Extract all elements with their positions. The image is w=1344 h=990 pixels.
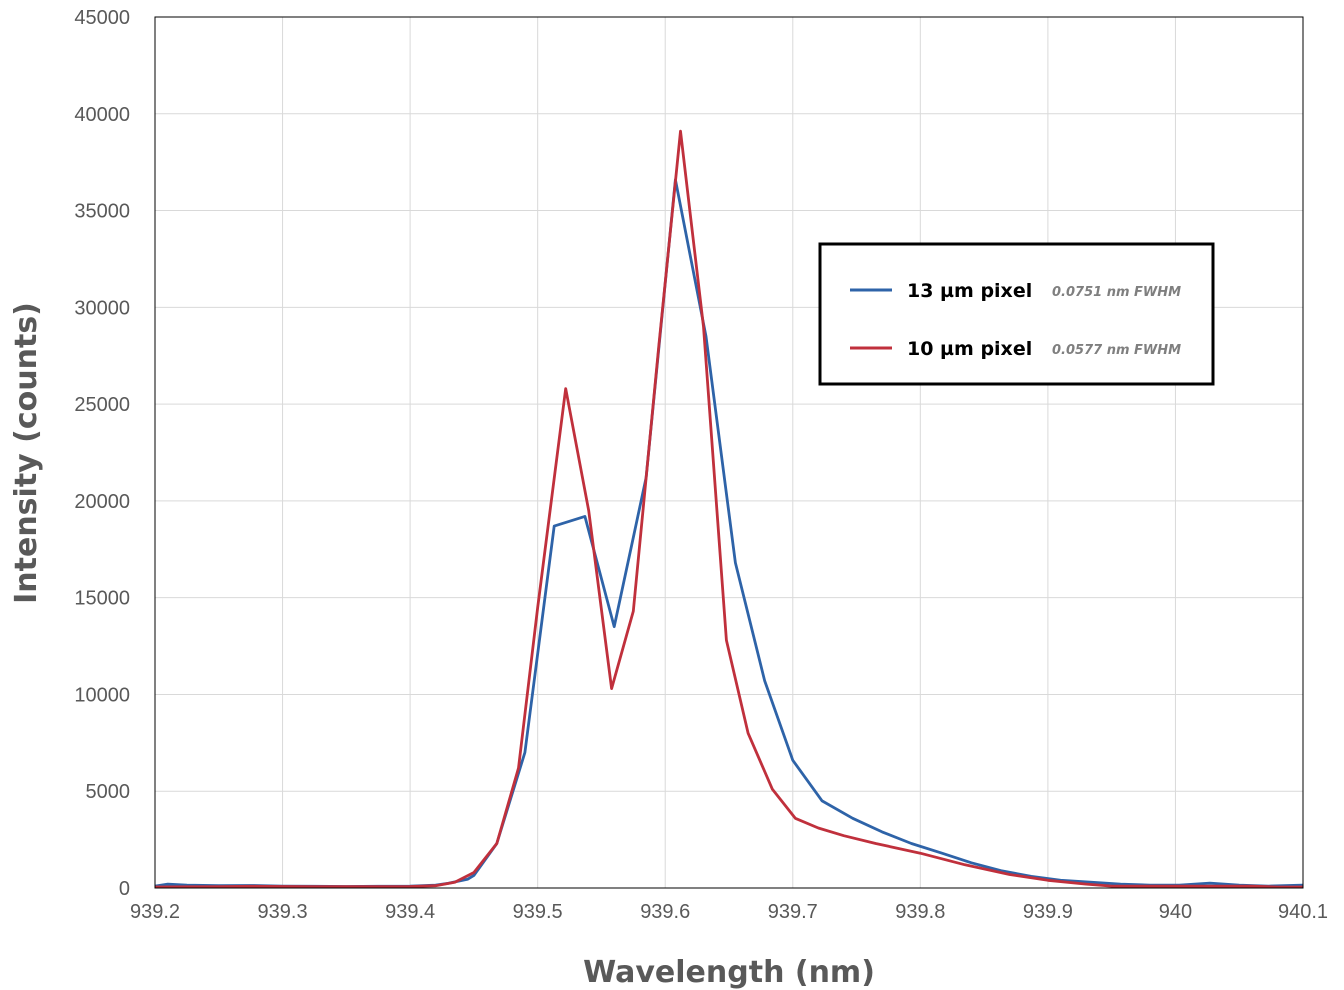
x-tick-label: 939.3 xyxy=(258,901,308,923)
legend-label-13um: 13 µm pixel xyxy=(907,280,1032,302)
x-tick-label: 939.7 xyxy=(768,901,818,923)
y-tick-label: 0 xyxy=(119,878,130,900)
legend-note-13um: 0.0751 nm FWHM xyxy=(1052,285,1181,300)
y-tick-label: 30000 xyxy=(74,297,130,319)
legend-note-10um: 0.0577 nm FWHM xyxy=(1052,343,1181,358)
x-tick-labels: 939.2 939.3 939.4 939.5 939.6 939.7 939.8 939.9… xyxy=(130,901,1328,923)
legend: 13 µm pixel 0.0751 nm FWHM 10 µm pixel 0… xyxy=(818,242,1215,386)
y-tick-label: 10000 xyxy=(74,684,130,706)
x-tick-label: 939.9 xyxy=(1023,901,1073,923)
x-tick-label: 939.4 xyxy=(385,901,435,923)
y-tick-label: 5000 xyxy=(86,781,131,803)
plot-frame xyxy=(154,16,1304,889)
y-tick-label: 25000 xyxy=(74,394,130,416)
y-tick-label: 45000 xyxy=(74,7,130,29)
x-tick-label: 940.1 xyxy=(1278,901,1328,923)
y-tick-labels: 0 5000 10000 15000 20000 25000 30000 35000 40000… xyxy=(74,7,130,900)
series-lines xyxy=(154,129,1304,889)
y-tick-label: 20000 xyxy=(74,491,130,513)
legend-label-10um: 10 µm pixel xyxy=(907,338,1032,360)
y-tick-label: 35000 xyxy=(74,201,130,223)
legend-box xyxy=(818,242,1215,386)
x-tick-label: 939.8 xyxy=(895,901,945,923)
x-tick-label: 939.5 xyxy=(513,901,563,923)
x-axis-title: Wavelength (nm) xyxy=(583,955,875,990)
y-tick-label: 40000 xyxy=(74,104,130,126)
x-tick-label: 940 xyxy=(1159,901,1192,923)
y-axis-title: Intensity (counts) xyxy=(9,302,44,604)
y-tick-label: 15000 xyxy=(74,588,130,610)
x-tick-label: 939.2 xyxy=(130,901,180,923)
series-line-10um xyxy=(154,129,1303,889)
x-tick-label: 939.6 xyxy=(640,901,690,923)
